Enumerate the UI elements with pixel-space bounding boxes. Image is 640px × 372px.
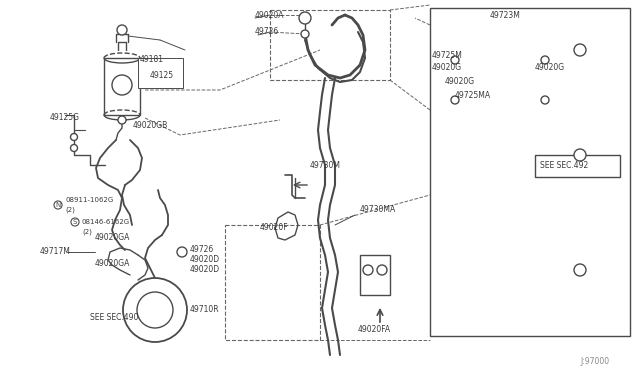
Text: 49730M: 49730M (310, 160, 341, 170)
Circle shape (541, 56, 549, 64)
Text: 49020GA: 49020GA (95, 234, 131, 243)
Circle shape (574, 149, 586, 161)
Text: 49020A: 49020A (255, 10, 285, 19)
Circle shape (451, 96, 459, 104)
Text: 49717M: 49717M (40, 247, 71, 257)
Text: 49725MA: 49725MA (455, 90, 491, 99)
Text: 49125G: 49125G (50, 113, 80, 122)
Circle shape (451, 56, 459, 64)
Text: 49020G: 49020G (445, 77, 475, 87)
Circle shape (123, 278, 187, 342)
Bar (430, 8, 630, 336)
Circle shape (377, 265, 387, 275)
Text: 49181: 49181 (140, 55, 164, 64)
Text: 08911-1062G: 08911-1062G (65, 197, 113, 203)
Text: J:97000: J:97000 (581, 357, 610, 366)
Circle shape (363, 265, 373, 275)
Circle shape (118, 116, 126, 124)
Text: 49125: 49125 (150, 71, 174, 80)
Circle shape (574, 44, 586, 56)
Text: 49723M: 49723M (490, 10, 521, 19)
Text: 49725M: 49725M (432, 51, 463, 60)
Text: SEE SEC.492: SEE SEC.492 (540, 161, 588, 170)
Circle shape (177, 247, 187, 257)
Text: 49020D: 49020D (190, 256, 220, 264)
Bar (535, 155, 620, 177)
Circle shape (70, 134, 77, 141)
Circle shape (112, 75, 132, 95)
Text: N: N (56, 202, 61, 208)
Circle shape (541, 96, 549, 104)
Text: 49726: 49726 (255, 28, 279, 36)
Circle shape (137, 292, 173, 328)
Circle shape (301, 30, 309, 38)
Text: 49020GB: 49020GB (133, 121, 168, 129)
Text: 49020G: 49020G (535, 64, 565, 73)
Text: (2): (2) (82, 229, 92, 235)
Text: 49020G: 49020G (432, 64, 462, 73)
Text: 49020D: 49020D (190, 266, 220, 275)
Text: 49020FA: 49020FA (358, 326, 391, 334)
Text: 49726: 49726 (190, 246, 214, 254)
Text: 08146-6162G: 08146-6162G (82, 219, 130, 225)
Text: (2): (2) (65, 207, 75, 213)
Text: 49020GA: 49020GA (95, 259, 131, 267)
Circle shape (299, 12, 311, 24)
Text: S: S (73, 219, 77, 225)
Circle shape (70, 144, 77, 151)
Text: 49710R: 49710R (190, 305, 220, 314)
Bar (360, 255, 390, 295)
Bar (138, 58, 183, 88)
Circle shape (574, 264, 586, 276)
Text: SEE SEC.490: SEE SEC.490 (90, 314, 138, 323)
Circle shape (117, 25, 127, 35)
Bar (104, 58, 140, 115)
Text: 49020F: 49020F (260, 224, 289, 232)
Text: 49730MA: 49730MA (360, 205, 396, 215)
